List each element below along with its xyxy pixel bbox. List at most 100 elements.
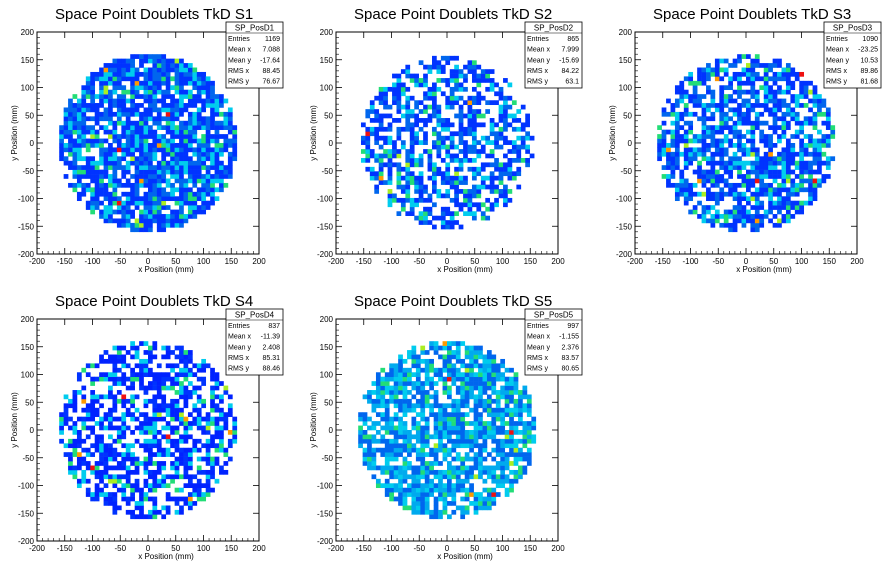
heatmap-cell xyxy=(192,205,198,210)
heatmap-cell xyxy=(692,138,698,144)
heatmap-cell xyxy=(156,412,162,417)
heatmap-cell xyxy=(94,120,100,126)
stats-value: -15.69 xyxy=(559,57,579,64)
heatmap-cell xyxy=(485,175,491,181)
heatmap-cell xyxy=(812,85,818,91)
y-tick-label: -200 xyxy=(317,250,334,259)
heatmap-cell xyxy=(670,120,676,126)
heatmap-cell xyxy=(732,134,738,139)
heatmap-cell xyxy=(754,218,760,224)
heatmap-cell xyxy=(232,129,238,135)
heatmap-cell xyxy=(688,196,694,202)
heatmap-cell xyxy=(407,465,412,471)
heatmap-cell xyxy=(436,118,442,123)
heatmap-cell xyxy=(201,120,207,126)
heatmap-cell xyxy=(424,434,430,440)
heatmap-cell xyxy=(384,447,390,453)
heatmap-cell xyxy=(112,452,118,457)
heatmap-cell xyxy=(400,166,406,172)
heatmap-cell xyxy=(440,224,446,230)
heatmap-cell xyxy=(741,98,747,104)
heatmap-cell xyxy=(723,103,729,108)
heatmap-cell xyxy=(803,165,809,170)
heatmap-cell xyxy=(183,71,189,77)
heatmap-cell xyxy=(165,125,171,130)
heatmap-cell xyxy=(759,120,765,126)
heatmap-cell xyxy=(116,147,122,153)
heatmap-cell xyxy=(143,182,149,188)
heatmap-cell xyxy=(750,67,756,73)
heatmap-cell xyxy=(445,193,451,199)
heatmap-cell xyxy=(156,218,162,224)
heatmap-cell xyxy=(799,143,805,148)
heatmap-cell xyxy=(772,178,778,184)
heatmap-cell xyxy=(464,430,470,435)
x-tick-label: -50 xyxy=(712,257,724,266)
heatmap-cell xyxy=(498,171,504,177)
heatmap-cell xyxy=(187,178,193,184)
heatmap-cell xyxy=(458,82,464,88)
heatmap-cell xyxy=(482,505,488,511)
heatmap-cell xyxy=(503,122,508,128)
heatmap-cell xyxy=(103,214,109,219)
heatmap-cell xyxy=(232,425,238,431)
heatmap-cell xyxy=(424,398,430,404)
axis-ticks: -200 -150 -100 -50 0 50 100 150 200-200-150-100-… xyxy=(18,315,266,553)
heatmap-cell xyxy=(398,385,403,391)
heatmap-cell xyxy=(210,403,215,409)
heatmap-cell xyxy=(170,222,175,228)
heatmap-cell xyxy=(732,209,738,215)
heatmap-cell xyxy=(498,162,504,168)
heatmap-cell xyxy=(670,129,676,135)
heatmap-cell xyxy=(511,100,517,106)
heatmap-cell xyxy=(503,171,508,177)
heatmap-cell xyxy=(442,381,448,386)
heatmap-cell xyxy=(728,143,733,148)
heatmap-cell xyxy=(81,425,87,431)
heatmap-cell xyxy=(480,202,486,208)
heatmap-cell xyxy=(59,125,64,130)
heatmap-cell xyxy=(449,100,455,106)
heatmap-cell xyxy=(411,407,417,413)
heatmap-cell xyxy=(494,157,499,163)
heatmap-cell xyxy=(424,372,430,378)
y-axis-label: y Position (mm) xyxy=(10,105,19,161)
heatmap-cell xyxy=(423,135,428,141)
heatmap-cell xyxy=(746,54,751,59)
heatmap-cell xyxy=(719,120,725,126)
heatmap-cell xyxy=(116,452,122,457)
heatmap-cell xyxy=(108,200,113,206)
heatmap-cell xyxy=(728,222,733,228)
heatmap-cell xyxy=(463,113,468,119)
heatmap-cell xyxy=(429,394,434,400)
heatmap-cell xyxy=(121,174,127,179)
heatmap-cell xyxy=(486,358,492,364)
heatmap-cell xyxy=(772,107,778,113)
heatmap-cell xyxy=(714,63,720,68)
heatmap-cell xyxy=(383,180,388,185)
heatmap-cell xyxy=(817,178,822,184)
heatmap-cell xyxy=(125,398,131,404)
heatmap-cell xyxy=(148,80,153,86)
heatmap-cell xyxy=(467,189,473,194)
heatmap-cell xyxy=(183,196,189,202)
heatmap-cell xyxy=(90,94,96,99)
heatmap-cell xyxy=(112,58,118,64)
heatmap-cell xyxy=(476,206,482,212)
heatmap-cell xyxy=(183,138,189,144)
heatmap-cell xyxy=(458,104,464,110)
heatmap-cell xyxy=(433,398,439,404)
heatmap-cell xyxy=(130,483,135,489)
heatmap-cell xyxy=(227,456,233,462)
heatmap-cell xyxy=(525,135,530,141)
heatmap-cell xyxy=(134,469,140,475)
heatmap-cell xyxy=(414,175,419,181)
heatmap-cell xyxy=(763,160,769,166)
heatmap-cell xyxy=(812,98,818,104)
heatmap-cell xyxy=(103,447,109,453)
heatmap-cell xyxy=(90,80,96,86)
heatmap-cell xyxy=(442,358,448,364)
heatmap-cell xyxy=(121,412,127,417)
heatmap-cell xyxy=(192,447,198,453)
heatmap-cell xyxy=(148,85,153,91)
